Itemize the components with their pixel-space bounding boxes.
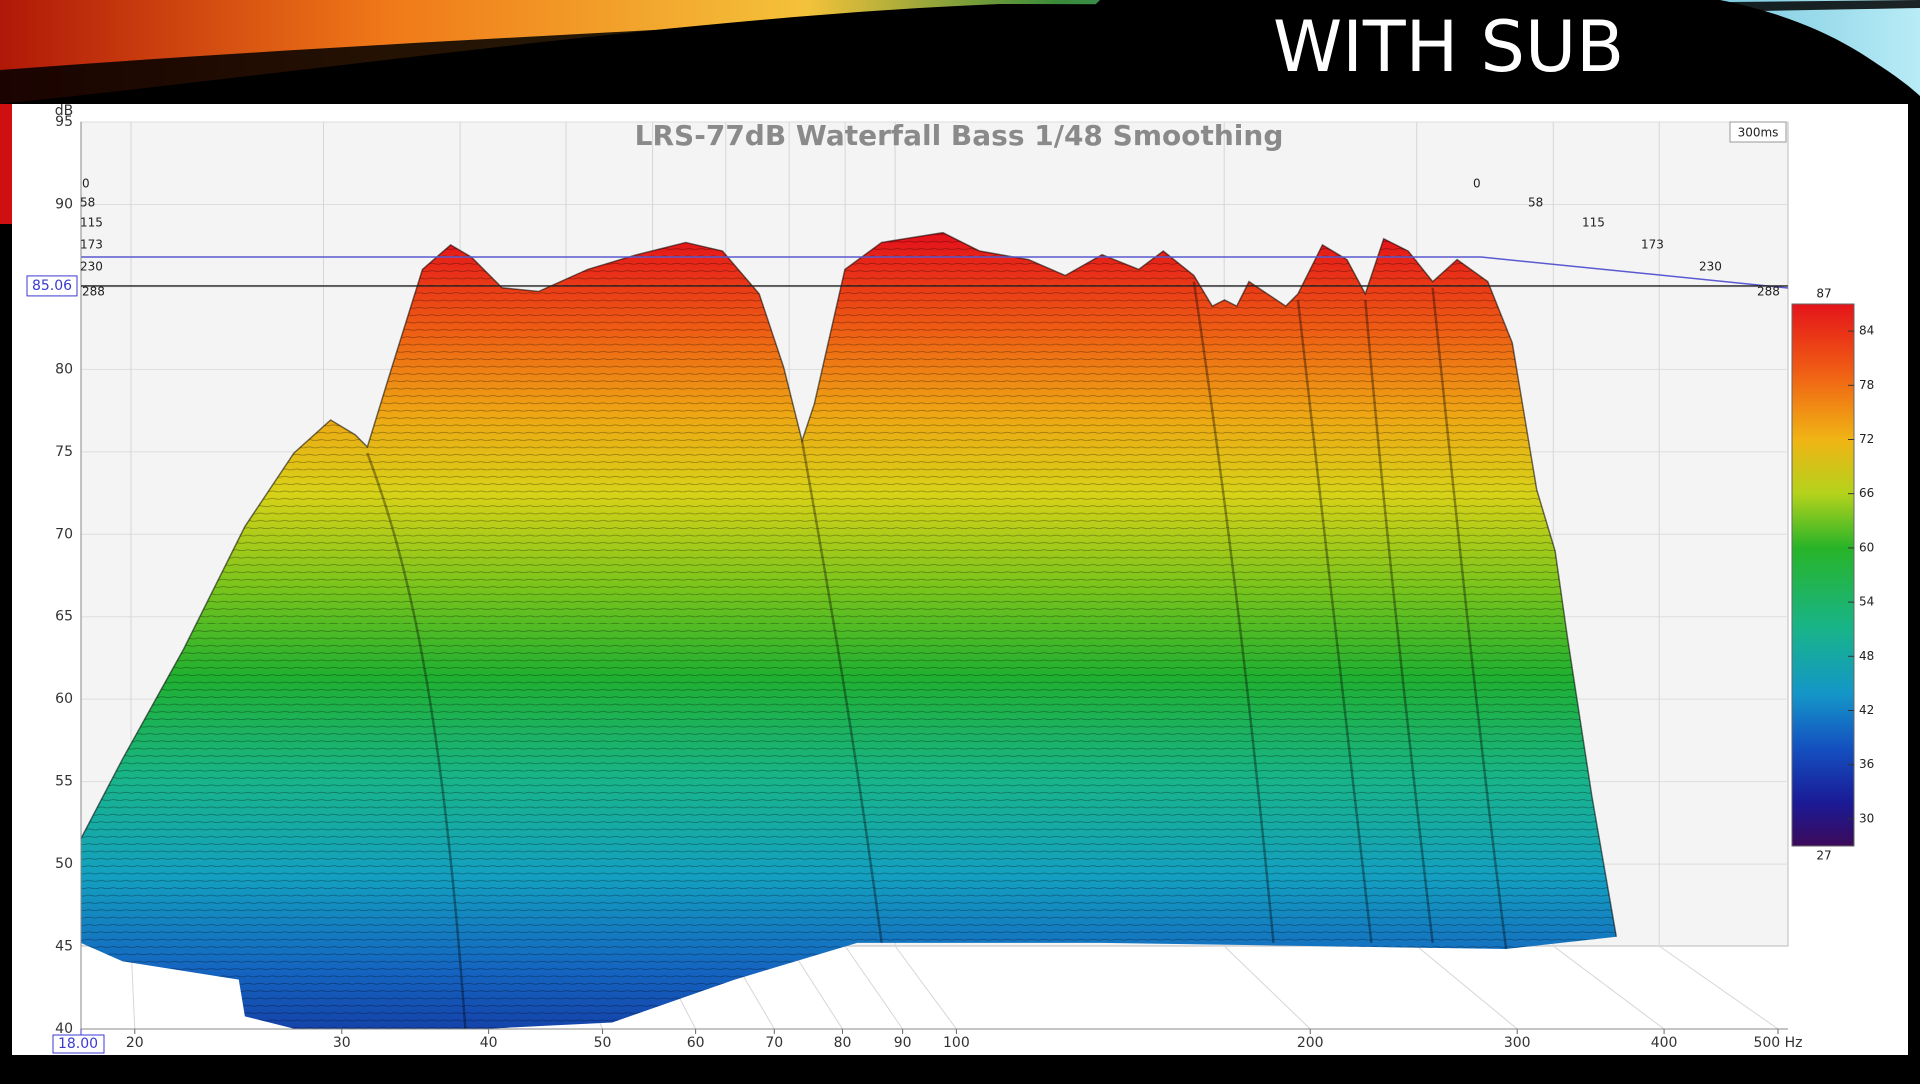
chart-elements: 4045505560657075808590952030405060708090… <box>26 114 1874 1054</box>
surface-outline <box>80 231 1618 937</box>
x-tick-label: 70 <box>765 1035 783 1051</box>
y-tick-label: 65 <box>55 609 73 625</box>
colorbar-min: 27 <box>1816 849 1831 863</box>
x-tick-label: 400 <box>1651 1035 1678 1051</box>
y-tick-label: 90 <box>55 196 73 212</box>
colorbar-tick-label: 66 <box>1859 486 1874 500</box>
x-tick-label: 200 <box>1297 1035 1324 1051</box>
x-tick-label: 40 <box>480 1035 498 1051</box>
time-tick-label: 58 <box>1528 196 1543 210</box>
colorbar-tick-label: 42 <box>1859 703 1874 717</box>
title-area <box>1000 0 1920 104</box>
time-tick-label: 230 <box>1699 260 1722 274</box>
time-tick-label: 288 <box>1757 285 1780 299</box>
grid-line <box>1658 122 1779 1030</box>
time-tick-label: 0 <box>82 177 90 191</box>
header-swoosh <box>0 0 1920 104</box>
y-tick-label: 40 <box>55 1021 73 1037</box>
y-tick-label: 75 <box>55 444 73 460</box>
x-tick-label: 20 <box>126 1035 144 1051</box>
time-tick-label: 288 <box>82 285 105 299</box>
x-tick-label: 500 Hz <box>1753 1035 1802 1051</box>
time-tick-label: 115 <box>80 216 103 230</box>
x-tick-label: 30 <box>333 1035 351 1051</box>
time-tick-label: 0 <box>1473 177 1481 191</box>
colorbar <box>1791 303 1855 847</box>
colorbar-tick-label: 54 <box>1859 595 1874 609</box>
y-tick-label: 80 <box>55 361 73 377</box>
x-tick-label: 90 <box>894 1035 912 1051</box>
colorbar-tick-label: 36 <box>1859 757 1874 771</box>
x-tick-label: 60 <box>687 1035 705 1051</box>
y-tick-label: 95 <box>55 114 73 130</box>
colorbar-tick-label: 78 <box>1859 378 1874 392</box>
cursor-y-label: 85.06 <box>32 278 72 294</box>
colorbar-tick-label: 72 <box>1859 432 1874 446</box>
time-range-box <box>1729 121 1787 143</box>
colorbar-tick-label: 48 <box>1859 649 1874 663</box>
grid-line <box>1552 122 1665 1030</box>
y-tick-label: 55 <box>55 774 73 790</box>
time-axis-line <box>81 256 1789 289</box>
chart-title: LRS-77dB Waterfall Bass 1/48 Smoothing <box>635 119 1284 152</box>
cursor-y-box <box>26 275 78 297</box>
x-tick-label: 100 <box>943 1035 970 1051</box>
side-accent <box>0 104 12 224</box>
y-tick-label: 60 <box>55 691 73 707</box>
slide-title: WITH SUB <box>1273 6 1624 88</box>
y-tick-label: 50 <box>55 856 73 872</box>
x-tick-label: 300 <box>1504 1035 1531 1051</box>
colorbar-tick-label: 30 <box>1859 811 1874 825</box>
y-tick-label: 70 <box>55 526 73 542</box>
colorbar-tick-label: 84 <box>1859 324 1874 338</box>
header-stripe <box>0 0 1920 104</box>
y-axis-label: dB <box>55 103 74 119</box>
y-tick-label: 45 <box>55 939 73 955</box>
x-tick-label: 50 <box>594 1035 612 1051</box>
surface-ridges <box>366 281 1508 1029</box>
colorbar-tick-label: 60 <box>1859 540 1874 554</box>
colorbar-max: 87 <box>1816 287 1831 301</box>
time-tick-label: 115 <box>1582 216 1605 230</box>
time-tick-label: 230 <box>80 260 103 274</box>
time-tick-label: 173 <box>1641 238 1664 252</box>
time-tick-label: 58 <box>80 196 95 210</box>
time-tick-label: 173 <box>80 238 103 252</box>
cursor-x-box <box>52 1034 105 1054</box>
cursor-x-label: 18.00 <box>58 1036 98 1052</box>
time-range-label: 300ms <box>1738 126 1779 140</box>
x-tick-label: 80 <box>834 1035 852 1051</box>
